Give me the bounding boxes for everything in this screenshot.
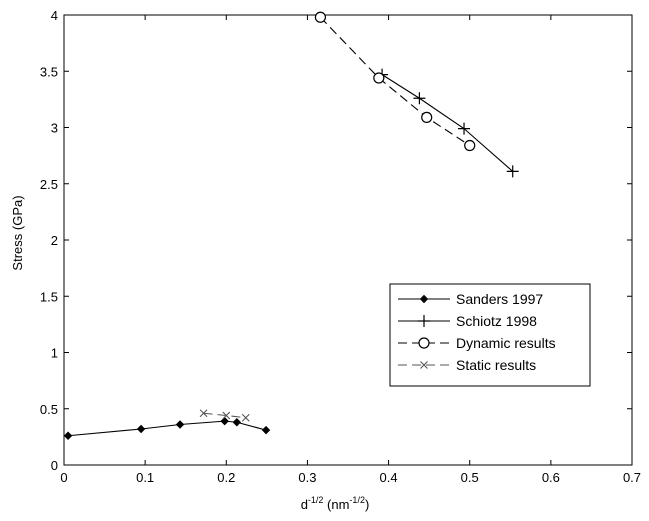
axis-ticks <box>63 14 633 466</box>
data-point-sanders-1997 <box>63 431 73 440</box>
legend-marker-schiotz-1998 <box>418 315 430 327</box>
legend-marker-dynamic-results <box>418 337 430 349</box>
series-static-results <box>199 409 250 422</box>
data-point-static-results <box>241 413 250 422</box>
x-tick-label: 0 <box>60 470 67 485</box>
data-point-schiotz-1998 <box>506 165 519 178</box>
x-tick-label: 0.2 <box>217 470 235 485</box>
data-point-sanders-1997 <box>261 425 271 435</box>
y-tick-label: 0.5 <box>40 402 58 417</box>
data-point-sanders-1997 <box>175 420 185 429</box>
x-tick-label: 0.7 <box>623 470 641 485</box>
axes <box>63 14 633 466</box>
y-tick-label: 0 <box>51 458 58 473</box>
data-point-dynamic-results <box>421 111 433 123</box>
series-schiotz-1998 <box>376 68 519 178</box>
series-dynamic-results <box>314 11 476 152</box>
x-tick-label: 0.6 <box>542 470 560 485</box>
legend-marker-sanders-1997 <box>419 294 429 304</box>
x-axis-title: d-1/2 (nm-1/2) <box>301 495 370 512</box>
legend-label-dynamic-results: Dynamic results <box>456 335 556 351</box>
series-line-sanders-1997 <box>68 420 267 437</box>
y-tick-label: 1.5 <box>40 289 58 304</box>
data-point-schiotz-1998 <box>458 122 471 135</box>
x-axis-title-unit-close: ) <box>365 497 369 512</box>
series-layer <box>63 11 519 440</box>
x-tick-label: 0.1 <box>136 470 154 485</box>
y-tick-label: 3.5 <box>40 64 58 79</box>
data-point-static-results <box>222 411 231 420</box>
y-tick-label: 2.5 <box>40 177 58 192</box>
series-line-schiotz-1998 <box>381 74 514 172</box>
x-axis-title-unit-sup: -1/2 <box>349 495 365 505</box>
legend-marker-static-results <box>420 361 428 369</box>
y-tick-label: 1 <box>51 346 58 361</box>
plot-area-border <box>63 14 633 466</box>
y-axis-title: Stress (GPa) <box>10 195 25 270</box>
legend-label-schiotz-1998: Schiotz 1998 <box>456 313 537 329</box>
data-point-sanders-1997 <box>220 416 229 426</box>
x-tick-label: 0.4 <box>380 470 398 485</box>
data-point-sanders-1997 <box>136 424 146 434</box>
data-point-dynamic-results <box>373 72 385 84</box>
data-point-dynamic-results <box>464 139 476 152</box>
data-point-static-results <box>199 409 208 418</box>
y-tick-label: 4 <box>51 8 58 23</box>
x-axis-title-base-sup: -1/2 <box>308 495 324 505</box>
legend-label-static-results: Static results <box>456 357 536 373</box>
y-tick-label: 2 <box>51 233 58 248</box>
data-point-sanders-1997 <box>232 418 242 427</box>
legend-label-sanders-1997: Sanders 1997 <box>456 291 543 307</box>
series-line-dynamic-results <box>320 16 471 146</box>
x-tick-label: 0.5 <box>461 470 479 485</box>
legend: Sanders 1997 Schiotz 1998 Dynamic results S… <box>389 283 591 387</box>
series-sanders-1997 <box>63 416 271 440</box>
data-point-dynamic-results <box>314 11 327 23</box>
y-tick-label: 3 <box>51 121 58 136</box>
x-axis-title-unit-open: (nm <box>323 497 349 512</box>
tick-labels: 0 0.1 0.2 0.3 0.4 0.5 0.6 0.7 0 0.5 1 1.5 2 2.5 3 3.5 4 <box>40 8 641 485</box>
data-point-schiotz-1998 <box>413 92 426 105</box>
x-axis-title-base: d <box>301 497 308 512</box>
x-tick-label: 0.3 <box>298 470 316 485</box>
